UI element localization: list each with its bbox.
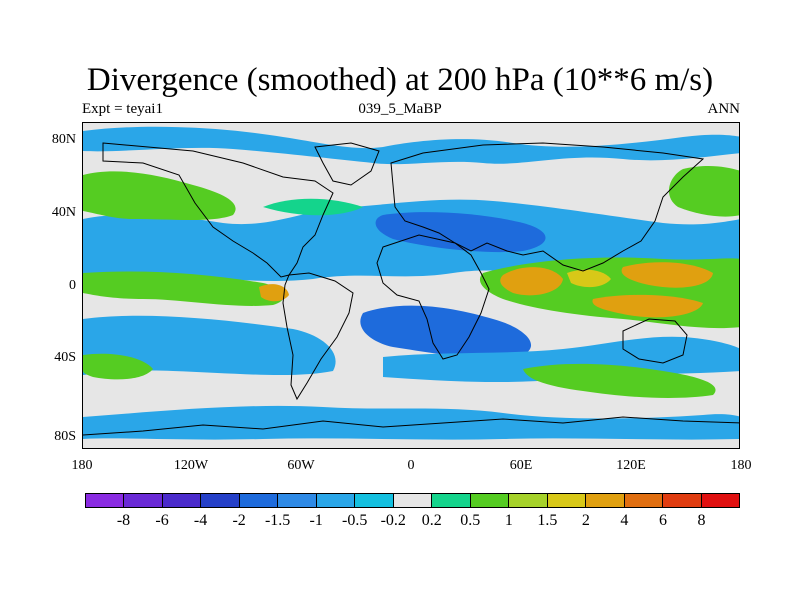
- south-midlat-convergence: [83, 315, 336, 376]
- colorbar-swatch: [278, 494, 317, 507]
- colorbar-label: 6: [658, 512, 667, 529]
- colorbar-swatch: [663, 494, 702, 507]
- yellow-fringe: [567, 269, 611, 288]
- greenland-coast: [314, 142, 380, 186]
- colorbar-swatch: [239, 494, 279, 507]
- colorbar-swatch: [393, 494, 433, 507]
- y-tick-label: 40N: [51, 205, 76, 220]
- colorbar-swatch: [124, 494, 163, 507]
- colorbar-label: -8: [116, 512, 131, 529]
- southern-divergence-west: [83, 353, 153, 380]
- colorbar-swatch: [162, 494, 202, 507]
- colorbar-swatch: [355, 494, 394, 507]
- colorbar-swatch: [547, 494, 587, 507]
- colorbar-label: 0.5: [460, 512, 481, 529]
- y-tick-label: 80N: [51, 132, 76, 147]
- colorbar-label: 1: [504, 512, 513, 529]
- colorbar-label: -0.5: [342, 512, 368, 529]
- case-label: 039_5_MaBP: [358, 101, 442, 117]
- colorbar-label: 1.5: [537, 512, 558, 529]
- colorbar-label: -0.2: [380, 512, 406, 529]
- coastlines: [83, 142, 739, 436]
- divergence-map: [83, 123, 739, 448]
- x-tick-label: 180: [730, 458, 752, 473]
- colorbar-label: 0.2: [421, 512, 442, 529]
- x-tick-label: 0: [407, 458, 415, 473]
- indian-ocean-divergence-peak: [500, 267, 563, 296]
- colorbar: [85, 493, 740, 508]
- south-america-coast: [282, 272, 354, 401]
- north-green-fringe: [263, 198, 363, 216]
- colorbar-label: 2: [581, 512, 590, 529]
- itcz-divergence-band: [83, 271, 284, 306]
- tropical-convergence-core: [360, 305, 532, 358]
- experiment-label: Expt = teyai1: [82, 101, 163, 117]
- colorbar-swatch: [624, 494, 664, 507]
- period-label: ANN: [707, 101, 741, 117]
- colorbar-swatch: [86, 494, 125, 507]
- x-tick-label: 120W: [173, 458, 209, 473]
- south-america-divergence: [259, 284, 289, 302]
- maritime-divergence-peak: [621, 262, 713, 288]
- arctic-convergence-band: [83, 126, 739, 165]
- colorbar-label: -1.5: [264, 512, 291, 529]
- north-divergence-band-east: [669, 165, 739, 217]
- x-tick-label: 180: [71, 458, 93, 473]
- colorbar-label: 8: [697, 512, 706, 529]
- eurasia-coast: [390, 142, 705, 272]
- colorbar-label: -2: [232, 512, 246, 529]
- x-tick-label: 60W: [287, 458, 315, 473]
- north-atlantic-convergence: [375, 212, 546, 253]
- x-tick-label: 120E: [616, 458, 646, 473]
- colorbar-swatch: [701, 494, 739, 507]
- y-tick-label: 40S: [54, 350, 76, 365]
- colorbar-swatch: [470, 494, 510, 507]
- colorbar-swatch: [509, 494, 548, 507]
- colorbar-label: -6: [155, 512, 169, 529]
- y-tick-label: 80S: [54, 429, 76, 444]
- colorbar-swatch: [432, 494, 471, 507]
- y-tick-label: 0: [69, 278, 76, 293]
- colorbar-label: -1: [309, 512, 323, 529]
- antarctic-convergence-band: [83, 405, 739, 440]
- antarctica-coast: [83, 416, 739, 436]
- colorbar-label: 4: [620, 512, 629, 529]
- map-panel: [82, 122, 740, 449]
- colorbar-swatch: [316, 494, 356, 507]
- colorbar-swatch: [586, 494, 625, 507]
- africa-coast: [376, 234, 490, 360]
- plot-title: Divergence (smoothed) at 200 hPa (10**6 …: [86, 62, 714, 98]
- colorbar-label: -4: [193, 512, 208, 529]
- south-maritime-divergence: [592, 294, 703, 318]
- australia-coast: [622, 318, 688, 364]
- southern-divergence-band: [523, 363, 716, 398]
- north-divergence-band: [83, 171, 236, 220]
- colorbar-swatch: [201, 494, 240, 507]
- x-tick-label: 60E: [509, 458, 533, 473]
